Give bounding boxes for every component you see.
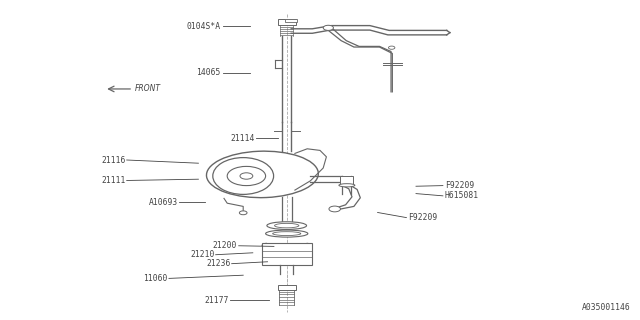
Ellipse shape bbox=[207, 151, 318, 198]
Text: 21177: 21177 bbox=[205, 296, 229, 305]
Circle shape bbox=[227, 166, 266, 186]
Ellipse shape bbox=[339, 184, 355, 187]
Bar bbox=[285, 19, 297, 22]
Text: H615081: H615081 bbox=[445, 191, 479, 200]
Ellipse shape bbox=[212, 158, 274, 195]
Circle shape bbox=[329, 206, 340, 212]
Circle shape bbox=[239, 211, 247, 215]
Bar bbox=[262, 243, 312, 265]
Bar bbox=[278, 19, 296, 25]
Ellipse shape bbox=[267, 222, 307, 229]
Bar bbox=[278, 285, 296, 290]
Circle shape bbox=[388, 46, 395, 49]
Text: 21116: 21116 bbox=[101, 156, 125, 164]
Text: 21200: 21200 bbox=[212, 241, 237, 250]
Ellipse shape bbox=[266, 230, 308, 237]
Text: 14065: 14065 bbox=[196, 68, 221, 77]
Text: 11060: 11060 bbox=[143, 274, 168, 283]
Text: 21210: 21210 bbox=[190, 250, 214, 259]
Text: 21236: 21236 bbox=[206, 259, 230, 268]
Text: 0104S*A: 0104S*A bbox=[187, 22, 221, 31]
Text: F92209: F92209 bbox=[408, 213, 438, 222]
Text: F92209: F92209 bbox=[445, 181, 474, 190]
Circle shape bbox=[240, 173, 253, 179]
Text: A035001146: A035001146 bbox=[582, 303, 630, 312]
Text: FRONT: FRONT bbox=[134, 84, 161, 93]
Bar bbox=[340, 176, 353, 184]
Text: A10693: A10693 bbox=[148, 198, 178, 207]
Circle shape bbox=[323, 25, 333, 30]
Ellipse shape bbox=[273, 232, 301, 236]
Ellipse shape bbox=[275, 223, 299, 228]
Text: 21111: 21111 bbox=[101, 176, 125, 185]
Text: 21114: 21114 bbox=[230, 134, 255, 143]
